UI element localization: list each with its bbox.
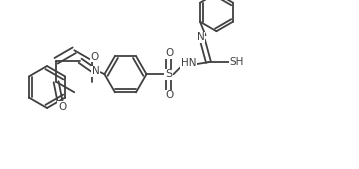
Text: HN: HN — [181, 58, 196, 68]
Text: S: S — [165, 69, 172, 79]
Text: N: N — [92, 66, 99, 76]
Text: O: O — [90, 52, 99, 62]
Text: SH: SH — [229, 57, 244, 67]
Text: O: O — [58, 102, 66, 112]
Text: O: O — [165, 90, 174, 100]
Text: O: O — [165, 48, 174, 58]
Text: N: N — [197, 32, 204, 42]
